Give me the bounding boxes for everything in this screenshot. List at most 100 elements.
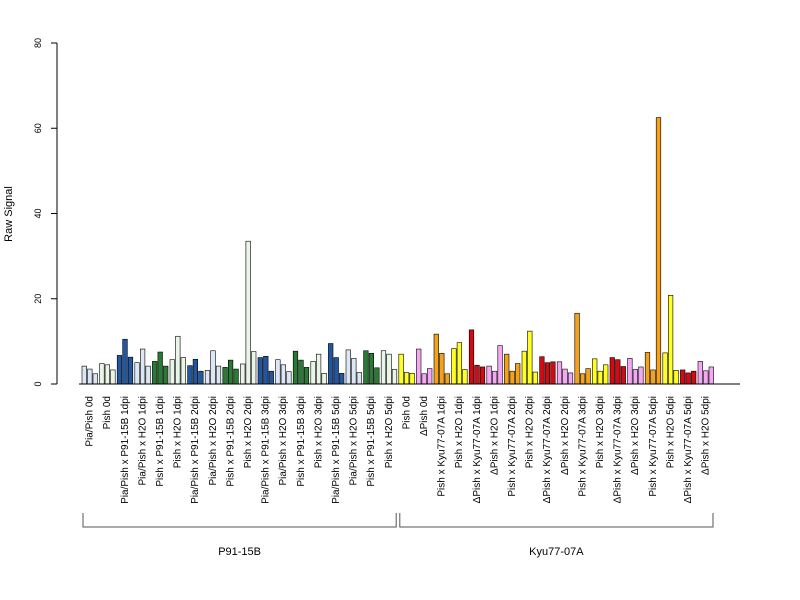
x-tick-label: Pish x Kyu77-07A 3dpi <box>577 396 588 497</box>
bar <box>403 372 410 385</box>
group-bracket <box>399 513 714 528</box>
bar <box>479 366 486 385</box>
bar <box>187 365 193 385</box>
bar <box>609 357 615 385</box>
bar <box>368 353 375 385</box>
bar <box>592 358 598 385</box>
bar <box>251 351 257 385</box>
x-tick-label: ΔPish x Kyu77-07A 3dpi <box>613 396 624 503</box>
bar <box>638 366 644 385</box>
bar <box>192 358 199 385</box>
bar <box>486 365 492 385</box>
x-tick-label: Pish x P91-15B 2dpi <box>225 396 236 487</box>
bar <box>673 370 679 385</box>
bar <box>632 369 638 385</box>
y-axis: 0 20 40 60 80 <box>33 38 58 387</box>
bar <box>474 364 480 385</box>
x-tick-label: ΔPish 0d <box>419 396 430 436</box>
bar <box>215 365 222 385</box>
bar <box>527 330 533 385</box>
bar <box>104 364 110 385</box>
bar <box>468 329 475 385</box>
bar <box>87 368 93 385</box>
y-tick-label: 20 <box>33 294 43 304</box>
group-bracket-label: Kyu77-07A <box>529 546 584 558</box>
x-tick-label: Pia/Pish x P91-15B 2dpi <box>190 396 201 504</box>
bar <box>122 338 128 385</box>
bar <box>321 373 327 385</box>
x-tick-label: Pish x Kyu77-07A 2dpi <box>507 396 518 497</box>
bar <box>298 359 304 385</box>
bar <box>233 368 239 385</box>
bar <box>356 372 362 385</box>
bar <box>497 345 503 385</box>
bar <box>134 362 140 385</box>
bar <box>140 348 146 385</box>
bar <box>110 369 116 385</box>
x-tick-label: Pish x Kyu77-07A 1dpi <box>437 396 448 497</box>
x-tick-label: Pish x H2O 5dpi <box>384 396 395 468</box>
x-tick-label: ΔPish x H2O 3dpi <box>630 396 641 475</box>
bar <box>163 365 169 385</box>
x-tick-label: ΔPish x H2O 1dpi <box>489 396 500 475</box>
bar <box>550 361 556 385</box>
bar <box>650 369 656 385</box>
bar <box>127 356 134 385</box>
bar <box>210 350 216 385</box>
x-tick-label: Pish x H2O 1dpi <box>173 396 184 468</box>
x-tick-label: Pish x P91-15B 5dpi <box>366 396 377 487</box>
x-tick-label: Pish x Kyu77-07A 5dpi <box>648 396 659 497</box>
bar <box>198 370 204 385</box>
x-tick-label: Pia/Pish x H2O 2dpi <box>208 396 219 486</box>
bar <box>662 352 668 385</box>
bar <box>697 361 703 385</box>
bar <box>152 361 158 385</box>
bar <box>708 366 714 385</box>
bar <box>339 373 345 385</box>
bar <box>579 373 586 385</box>
bars <box>81 117 714 385</box>
bar <box>275 359 281 385</box>
bar <box>521 350 527 385</box>
x-tick-label: Pia/Pish x H2O 3dpi <box>278 396 289 486</box>
bar <box>169 359 175 385</box>
x-tick-labels: Pia/Pish 0d Pish 0d Pia/Pish x P91-15B 1dp… <box>85 396 712 504</box>
bar <box>462 369 468 385</box>
bar <box>303 367 310 385</box>
bar <box>515 363 521 385</box>
bar <box>421 373 427 385</box>
bar <box>556 361 563 385</box>
x-tick-label: Pish x P91-15B 3dpi <box>296 396 307 487</box>
bar <box>567 372 574 385</box>
bar <box>532 371 538 385</box>
bar <box>451 348 457 385</box>
bar <box>345 349 351 385</box>
bar <box>315 353 322 385</box>
y-tick-label: 0 <box>33 381 43 386</box>
bar <box>427 368 433 385</box>
bar <box>539 356 545 385</box>
bar <box>363 350 369 385</box>
bar <box>680 369 686 385</box>
bar <box>292 350 299 385</box>
bar <box>615 359 621 385</box>
bar <box>240 363 246 385</box>
bar <box>386 353 392 385</box>
bar <box>456 342 463 385</box>
bar <box>204 370 211 385</box>
bar <box>439 353 445 385</box>
bar <box>328 343 334 385</box>
bar <box>627 358 633 385</box>
bar <box>597 370 603 385</box>
x-tick-label: Pia/Pish x H2O 5dpi <box>349 396 360 486</box>
y-tick-label: 40 <box>33 208 43 218</box>
x-tick-label: Pia/Pish x H2O 1dpi <box>137 396 148 486</box>
x-tick-label: Pia/Pish 0d <box>85 396 96 447</box>
bar <box>416 348 422 385</box>
bar <box>222 367 228 385</box>
bar <box>703 370 709 385</box>
bar <box>157 351 163 385</box>
x-tick-label: Pish x H2O 5dpi <box>665 396 676 468</box>
y-tick-label: 80 <box>33 38 43 48</box>
